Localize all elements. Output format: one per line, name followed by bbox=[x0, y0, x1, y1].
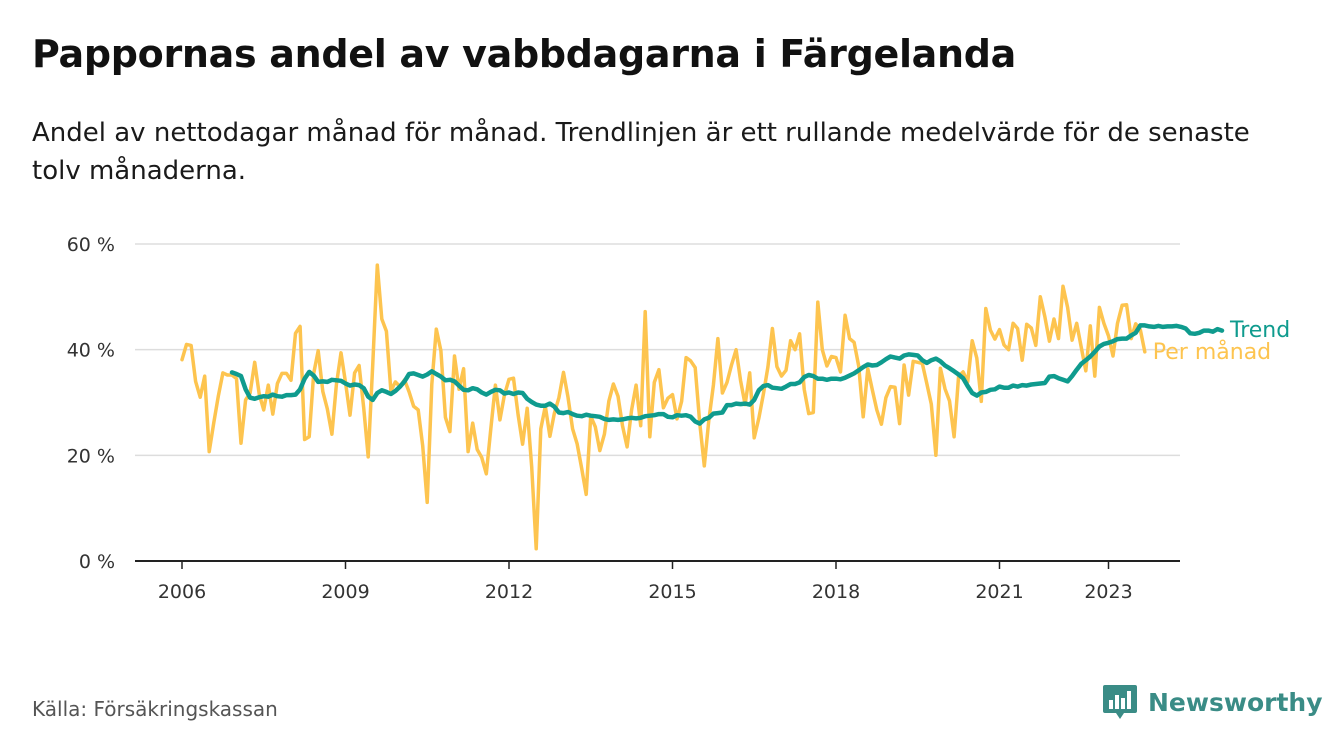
x-tick-label: 2006 bbox=[158, 581, 206, 603]
x-tick-label: 2023 bbox=[1084, 581, 1132, 603]
trend-line bbox=[229, 323, 1225, 426]
y-axis-ticks: 0 % 20 % 40 % 60 % bbox=[67, 234, 115, 573]
monthly-label: Per månad bbox=[1153, 339, 1271, 365]
monthly-line bbox=[180, 263, 1147, 551]
grid-lines bbox=[135, 243, 1180, 457]
x-tick-label: 2018 bbox=[812, 581, 860, 603]
x-tick-label: 2021 bbox=[975, 581, 1023, 603]
y-tick-label: 60 % bbox=[67, 234, 115, 256]
trend-label: Trend bbox=[1229, 318, 1290, 343]
x-tick-label: 2015 bbox=[648, 581, 696, 603]
y-tick-label: 20 % bbox=[67, 445, 115, 467]
source-credit: Källa: Försäkringskassan bbox=[32, 697, 278, 721]
brand-name: Newsworthy bbox=[1148, 687, 1323, 717]
x-axis-ticks: 2006 2009 2012 2015 2018 2021 2023 bbox=[158, 561, 1133, 603]
series-lines bbox=[180, 263, 1225, 551]
page-title: Pappornas andel av vabbdagarna i Färgela… bbox=[32, 32, 1017, 76]
y-tick-label: 0 % bbox=[79, 551, 115, 573]
x-tick-label: 2009 bbox=[321, 581, 369, 603]
x-tick-label: 2012 bbox=[485, 581, 533, 603]
brand-logo: Newsworthy bbox=[1102, 683, 1323, 721]
page-subtitle: Andel av nettodagar månad för månad. Tre… bbox=[32, 118, 1250, 186]
y-tick-label: 40 % bbox=[67, 340, 115, 362]
newsworthy-logo-icon bbox=[1103, 685, 1137, 719]
